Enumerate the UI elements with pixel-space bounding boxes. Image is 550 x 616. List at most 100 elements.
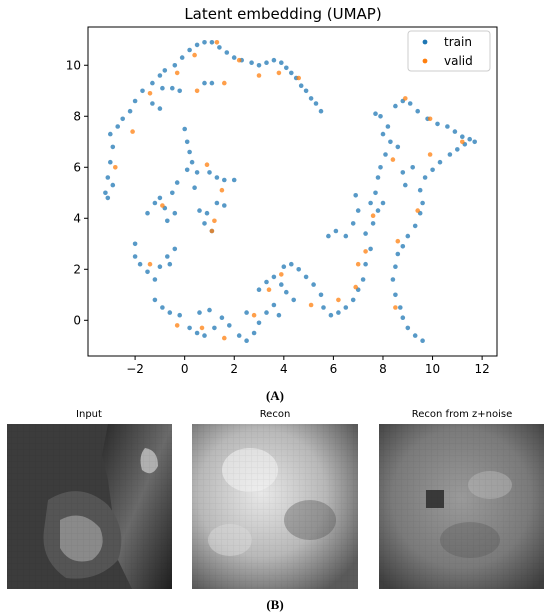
point-train	[422, 175, 428, 180]
point-train	[212, 325, 217, 331]
legend-label-valid: valid	[444, 54, 473, 68]
point-train	[378, 165, 383, 170]
point-train	[170, 190, 175, 196]
point-train	[343, 305, 349, 310]
point-train	[152, 277, 158, 282]
point-train	[162, 68, 168, 73]
point-train	[368, 246, 373, 252]
point-train	[222, 203, 227, 208]
point-train	[318, 108, 324, 114]
point-valid	[130, 129, 135, 134]
point-train	[368, 200, 373, 206]
point-train	[375, 175, 381, 180]
point-train	[388, 139, 393, 145]
plot-frame	[87, 26, 498, 357]
panel-b-caption: (B)	[266, 597, 283, 612]
point-valid	[266, 287, 272, 293]
point-valid	[353, 284, 359, 290]
point-train	[380, 200, 386, 206]
y-tick-label: 0	[73, 313, 81, 327]
point-train	[231, 177, 237, 183]
point-train	[108, 159, 113, 165]
point-train	[256, 320, 262, 326]
point-train	[172, 210, 178, 216]
point-train	[393, 292, 398, 298]
point-train	[177, 312, 182, 318]
point-train	[145, 269, 150, 275]
point-train	[202, 80, 207, 86]
x-tick-label: 8	[379, 362, 387, 376]
point-train	[165, 218, 170, 224]
point-train	[202, 40, 207, 45]
point-train	[105, 175, 111, 180]
point-train	[311, 282, 316, 287]
point-train	[378, 114, 383, 119]
point-train	[197, 208, 202, 213]
point-valid	[219, 187, 225, 193]
image-title-recon: Recon	[260, 409, 291, 420]
y-tick-label: 10	[66, 58, 81, 72]
point-train	[276, 312, 282, 318]
point-train	[350, 221, 356, 226]
point-train	[420, 338, 425, 344]
point-train	[137, 261, 143, 267]
point-valid	[214, 40, 220, 45]
point-train	[271, 302, 277, 308]
point-train	[207, 170, 212, 175]
point-valid	[174, 70, 180, 76]
point-train	[157, 106, 163, 111]
point-valid	[222, 80, 227, 86]
point-valid	[174, 323, 180, 328]
x-tick-label: −2	[126, 362, 144, 376]
point-train	[132, 98, 138, 104]
point-train	[328, 312, 334, 318]
chart-title: Latent embedding (UMAP)	[184, 5, 381, 23]
point-train	[194, 170, 200, 175]
point-train	[177, 88, 182, 94]
point-train	[105, 195, 111, 201]
legend: train valid	[407, 30, 491, 72]
point-train	[363, 231, 368, 236]
point-train	[231, 55, 237, 60]
point-train	[244, 338, 249, 344]
point-train	[172, 63, 178, 68]
point-valid	[390, 157, 396, 162]
point-train	[202, 333, 207, 338]
point-train	[343, 233, 349, 239]
point-train	[370, 221, 376, 226]
point-valid	[460, 139, 465, 145]
point-train	[227, 323, 232, 328]
point-valid	[209, 228, 215, 234]
point-train	[224, 50, 230, 55]
point-train	[375, 208, 381, 213]
image-title-input: Input	[76, 409, 102, 420]
point-valid	[296, 75, 302, 81]
point-train	[430, 167, 435, 173]
point-train	[460, 134, 465, 139]
point-train	[214, 175, 220, 180]
point-train	[333, 228, 339, 234]
point-train	[407, 101, 413, 106]
point-train	[256, 63, 262, 68]
point-valid	[194, 88, 200, 94]
point-train	[165, 254, 170, 259]
point-train	[249, 60, 254, 65]
point-train	[217, 45, 222, 50]
point-valid	[160, 203, 165, 208]
point-train	[398, 305, 403, 310]
input-image	[7, 424, 172, 589]
point-train	[209, 80, 215, 86]
point-valid	[251, 312, 257, 318]
point-train	[289, 70, 294, 76]
point-train	[264, 310, 269, 315]
point-train	[395, 144, 401, 150]
point-train	[383, 152, 388, 157]
point-valid	[336, 297, 341, 303]
point-train	[296, 267, 302, 272]
point-valid	[427, 152, 433, 157]
point-train	[264, 279, 269, 285]
point-train	[412, 223, 418, 229]
point-train	[187, 47, 192, 53]
point-train	[380, 131, 386, 137]
